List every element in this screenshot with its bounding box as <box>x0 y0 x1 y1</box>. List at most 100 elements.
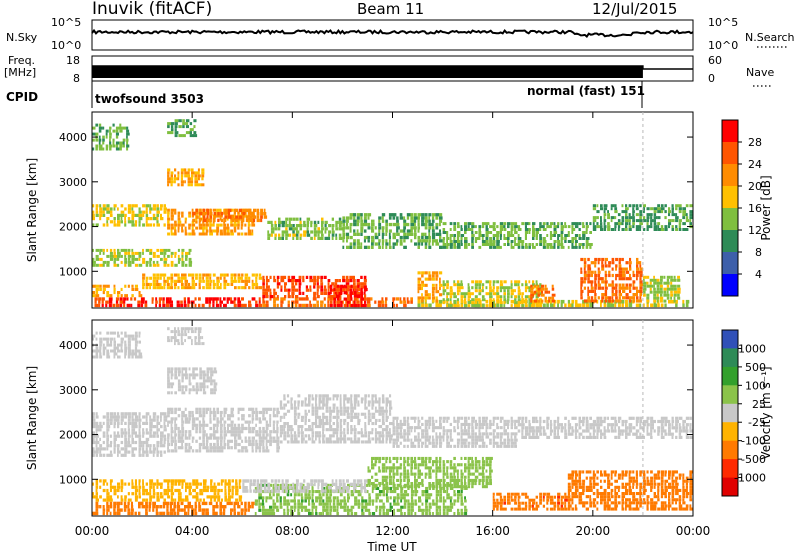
heatmap-cell <box>336 297 340 301</box>
heatmap-cell <box>689 216 693 220</box>
heatmap-cell <box>177 260 181 264</box>
heatmap-cell <box>431 219 435 223</box>
heatmap-cell <box>263 215 268 219</box>
heatmap-cell <box>496 507 499 511</box>
heatmap-cell <box>622 270 625 274</box>
heatmap-cell <box>471 237 474 240</box>
heatmap-cell <box>219 300 223 304</box>
heatmap-cell <box>414 229 417 233</box>
heatmap-cell <box>535 501 538 505</box>
heatmap-cell <box>621 228 625 231</box>
heatmap-cell <box>177 436 182 440</box>
heatmap-cell <box>163 437 167 441</box>
heatmap-cell <box>115 297 119 301</box>
heatmap-cell <box>446 298 450 302</box>
heatmap-cell <box>156 447 159 451</box>
heatmap-cell <box>417 277 422 281</box>
heatmap-cell <box>357 303 360 308</box>
heatmap-cell <box>95 511 99 516</box>
heatmap-cell <box>199 488 203 493</box>
heatmap-cell <box>227 417 231 421</box>
heatmap-cell <box>471 243 474 246</box>
heatmap-cell <box>551 293 556 297</box>
heatmap-cell <box>636 277 638 281</box>
heatmap-cell <box>192 488 196 493</box>
heatmap-cell <box>134 485 138 489</box>
heatmap-cell <box>621 485 625 489</box>
heatmap-cell <box>367 235 371 240</box>
heatmap-cell <box>313 236 316 240</box>
heatmap-cell <box>594 257 598 262</box>
heatmap-cell <box>353 222 357 227</box>
heatmap-cell <box>98 141 101 145</box>
heatmap-cell <box>251 297 256 301</box>
heatmap-cell <box>582 225 585 229</box>
heatmap-cell <box>460 456 463 460</box>
heatmap-cell <box>639 283 643 287</box>
heatmap-cell <box>119 123 122 127</box>
heatmap-cell <box>280 275 285 279</box>
heatmap-cell <box>124 207 127 211</box>
heatmap-cell <box>249 208 252 213</box>
heatmap-cell <box>496 295 500 299</box>
heatmap-cell <box>673 293 677 297</box>
heatmap-cell <box>311 486 314 490</box>
heatmap-cell <box>325 512 329 516</box>
heatmap-cell <box>489 463 492 467</box>
heatmap-cell <box>117 254 121 258</box>
heatmap-cell <box>621 210 626 214</box>
heatmap-cell <box>517 292 521 296</box>
heatmap-cell <box>682 210 687 214</box>
heatmap-cell <box>671 207 674 211</box>
heatmap-cell <box>410 213 414 217</box>
heatmap-cell <box>140 303 144 308</box>
heatmap-cell <box>156 220 159 224</box>
heatmap-cell <box>163 440 166 445</box>
heatmap-cell <box>219 511 223 516</box>
heatmap-cell <box>113 440 116 445</box>
heatmap-cell <box>428 456 432 460</box>
heatmap-cell <box>167 226 171 230</box>
heatmap-cell <box>628 204 632 208</box>
heatmap-cell <box>280 297 285 301</box>
heatmap-cell <box>439 469 442 473</box>
heatmap-cell <box>242 482 245 487</box>
heatmap-cell <box>368 493 371 497</box>
heatmap-cell <box>333 300 336 304</box>
heatmap-cell <box>639 204 642 208</box>
heatmap-cell <box>304 400 307 404</box>
heatmap-cell <box>119 303 123 308</box>
heatmap-cell <box>489 469 493 473</box>
heatmap-cell <box>646 281 649 285</box>
heatmap-cell <box>350 303 354 308</box>
heatmap-cell <box>230 297 233 301</box>
heatmap-cell <box>360 294 364 298</box>
heatmap-cell <box>117 251 121 255</box>
heatmap-cell <box>230 433 235 437</box>
heatmap-cell <box>471 228 474 231</box>
heatmap-cell <box>428 486 431 490</box>
heatmap-cell <box>442 478 446 482</box>
heatmap-cell <box>403 219 407 223</box>
heatmap-cell <box>625 210 628 214</box>
heatmap-cell <box>244 508 248 512</box>
heatmap-cell <box>549 498 554 502</box>
heatmap-cell <box>338 297 342 301</box>
heatmap-cell <box>424 283 428 287</box>
heatmap-cell <box>478 228 481 231</box>
heatmap-cell <box>286 440 290 444</box>
heatmap-cell <box>338 482 342 487</box>
heatmap-cell <box>338 224 342 228</box>
heatmap-cell <box>628 225 632 229</box>
heatmap-cell <box>535 231 539 234</box>
heatmap-cell <box>514 243 518 246</box>
heatmap-cell <box>601 286 604 290</box>
heatmap-cell <box>668 222 672 226</box>
heatmap-cell <box>227 414 231 418</box>
heatmap-cell <box>449 463 453 467</box>
heatmap-cell <box>160 437 163 441</box>
heatmap-cell <box>607 498 611 502</box>
heatmap-cell <box>396 478 400 482</box>
heatmap-cell <box>646 216 650 220</box>
heatmap-cell <box>310 230 314 234</box>
